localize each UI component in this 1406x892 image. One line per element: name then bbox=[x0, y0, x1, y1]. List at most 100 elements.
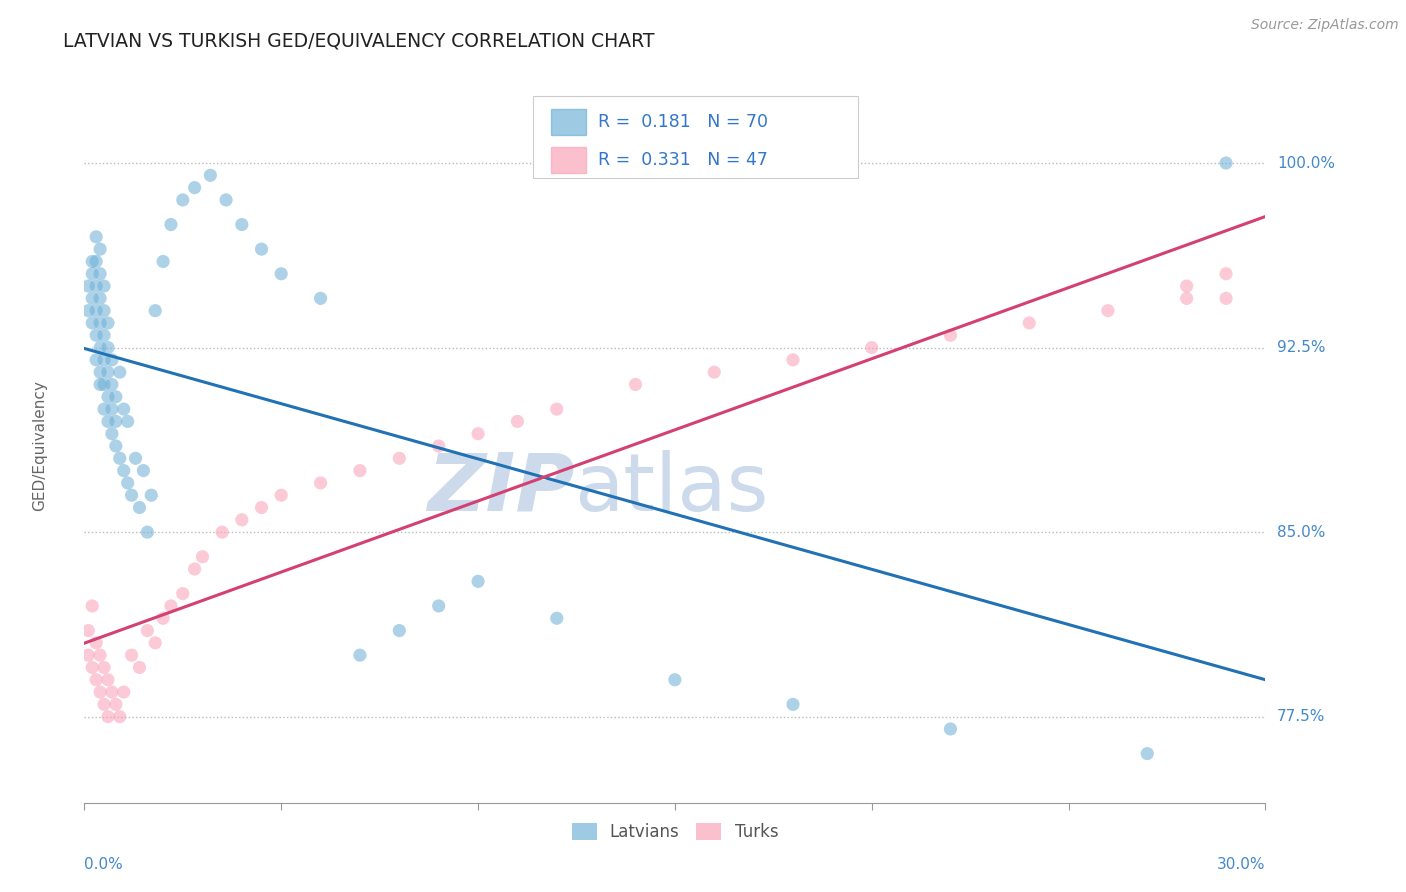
Point bbox=[101, 352, 124, 367]
Text: 92.5%: 92.5% bbox=[1277, 340, 1326, 355]
Point bbox=[93, 328, 115, 343]
Point bbox=[215, 193, 238, 207]
Text: GED/Equivalency: GED/Equivalency bbox=[32, 381, 46, 511]
Point bbox=[1097, 303, 1119, 318]
Point bbox=[93, 352, 115, 367]
Point bbox=[250, 242, 273, 256]
Point bbox=[136, 624, 159, 638]
Point bbox=[108, 709, 131, 723]
Point bbox=[104, 390, 127, 404]
Point bbox=[270, 267, 292, 281]
Text: 30.0%: 30.0% bbox=[1218, 857, 1265, 872]
Point bbox=[89, 267, 111, 281]
Point bbox=[93, 660, 115, 674]
Point bbox=[101, 426, 124, 441]
Point bbox=[97, 673, 120, 687]
Point bbox=[117, 475, 139, 490]
Point bbox=[143, 636, 166, 650]
Point bbox=[93, 377, 115, 392]
Point bbox=[108, 451, 131, 466]
Point bbox=[82, 291, 104, 305]
Point bbox=[89, 648, 111, 662]
Text: 0.0%: 0.0% bbox=[84, 857, 124, 872]
Point bbox=[309, 291, 332, 305]
Point bbox=[84, 279, 107, 293]
Point bbox=[136, 525, 159, 540]
Text: 85.0%: 85.0% bbox=[1277, 524, 1326, 540]
Point bbox=[250, 500, 273, 515]
Point bbox=[84, 328, 107, 343]
Point bbox=[84, 303, 107, 318]
Point bbox=[104, 414, 127, 428]
Point bbox=[84, 230, 107, 244]
Point bbox=[112, 685, 135, 699]
Point bbox=[349, 648, 371, 662]
Point bbox=[128, 500, 150, 515]
Point bbox=[101, 402, 124, 417]
Point bbox=[172, 587, 194, 601]
Point bbox=[89, 685, 111, 699]
Point bbox=[143, 303, 166, 318]
Point bbox=[270, 488, 292, 502]
Point bbox=[1215, 267, 1237, 281]
Text: R =  0.181   N = 70: R = 0.181 N = 70 bbox=[598, 113, 768, 131]
Point bbox=[467, 574, 489, 589]
Point bbox=[97, 316, 120, 330]
Point bbox=[427, 599, 450, 613]
Point bbox=[160, 218, 183, 232]
Point bbox=[1215, 291, 1237, 305]
Point bbox=[97, 365, 120, 379]
Point bbox=[231, 218, 253, 232]
Point bbox=[82, 316, 104, 330]
Point bbox=[84, 254, 107, 268]
Point bbox=[77, 624, 100, 638]
Point bbox=[427, 439, 450, 453]
Point bbox=[77, 648, 100, 662]
Point bbox=[388, 451, 411, 466]
Point bbox=[388, 624, 411, 638]
Point bbox=[1215, 156, 1237, 170]
Point bbox=[84, 636, 107, 650]
Point bbox=[121, 488, 143, 502]
Bar bbox=[551, 147, 586, 173]
Point bbox=[703, 365, 725, 379]
Text: LATVIAN VS TURKISH GED/EQUIVALENCY CORRELATION CHART: LATVIAN VS TURKISH GED/EQUIVALENCY CORRE… bbox=[63, 31, 655, 50]
Point bbox=[112, 402, 135, 417]
Point bbox=[97, 341, 120, 355]
Point bbox=[82, 267, 104, 281]
Point bbox=[1175, 291, 1198, 305]
Point bbox=[939, 722, 962, 736]
Point bbox=[108, 365, 131, 379]
Point bbox=[89, 377, 111, 392]
Point bbox=[84, 352, 107, 367]
Point bbox=[624, 377, 647, 392]
Point bbox=[101, 685, 124, 699]
Point bbox=[82, 599, 104, 613]
Point bbox=[97, 390, 120, 404]
Text: 77.5%: 77.5% bbox=[1277, 709, 1326, 724]
Point bbox=[200, 169, 222, 183]
Point bbox=[664, 673, 686, 687]
Text: 100.0%: 100.0% bbox=[1277, 155, 1336, 170]
Point bbox=[309, 475, 332, 490]
Point bbox=[89, 365, 111, 379]
Legend: Latvians, Turks: Latvians, Turks bbox=[565, 816, 785, 848]
Point bbox=[101, 377, 124, 392]
Point bbox=[467, 426, 489, 441]
Point bbox=[132, 464, 155, 478]
Point bbox=[782, 352, 804, 367]
Point bbox=[77, 303, 100, 318]
Point bbox=[231, 513, 253, 527]
Point bbox=[141, 488, 163, 502]
Point bbox=[104, 698, 127, 712]
Point bbox=[128, 660, 150, 674]
Point bbox=[860, 341, 883, 355]
Point bbox=[112, 464, 135, 478]
Point bbox=[152, 611, 174, 625]
Point bbox=[782, 698, 804, 712]
Point bbox=[939, 328, 962, 343]
Point bbox=[82, 254, 104, 268]
Text: ZIP: ZIP bbox=[427, 450, 575, 528]
Point bbox=[160, 599, 183, 613]
Point bbox=[191, 549, 214, 564]
